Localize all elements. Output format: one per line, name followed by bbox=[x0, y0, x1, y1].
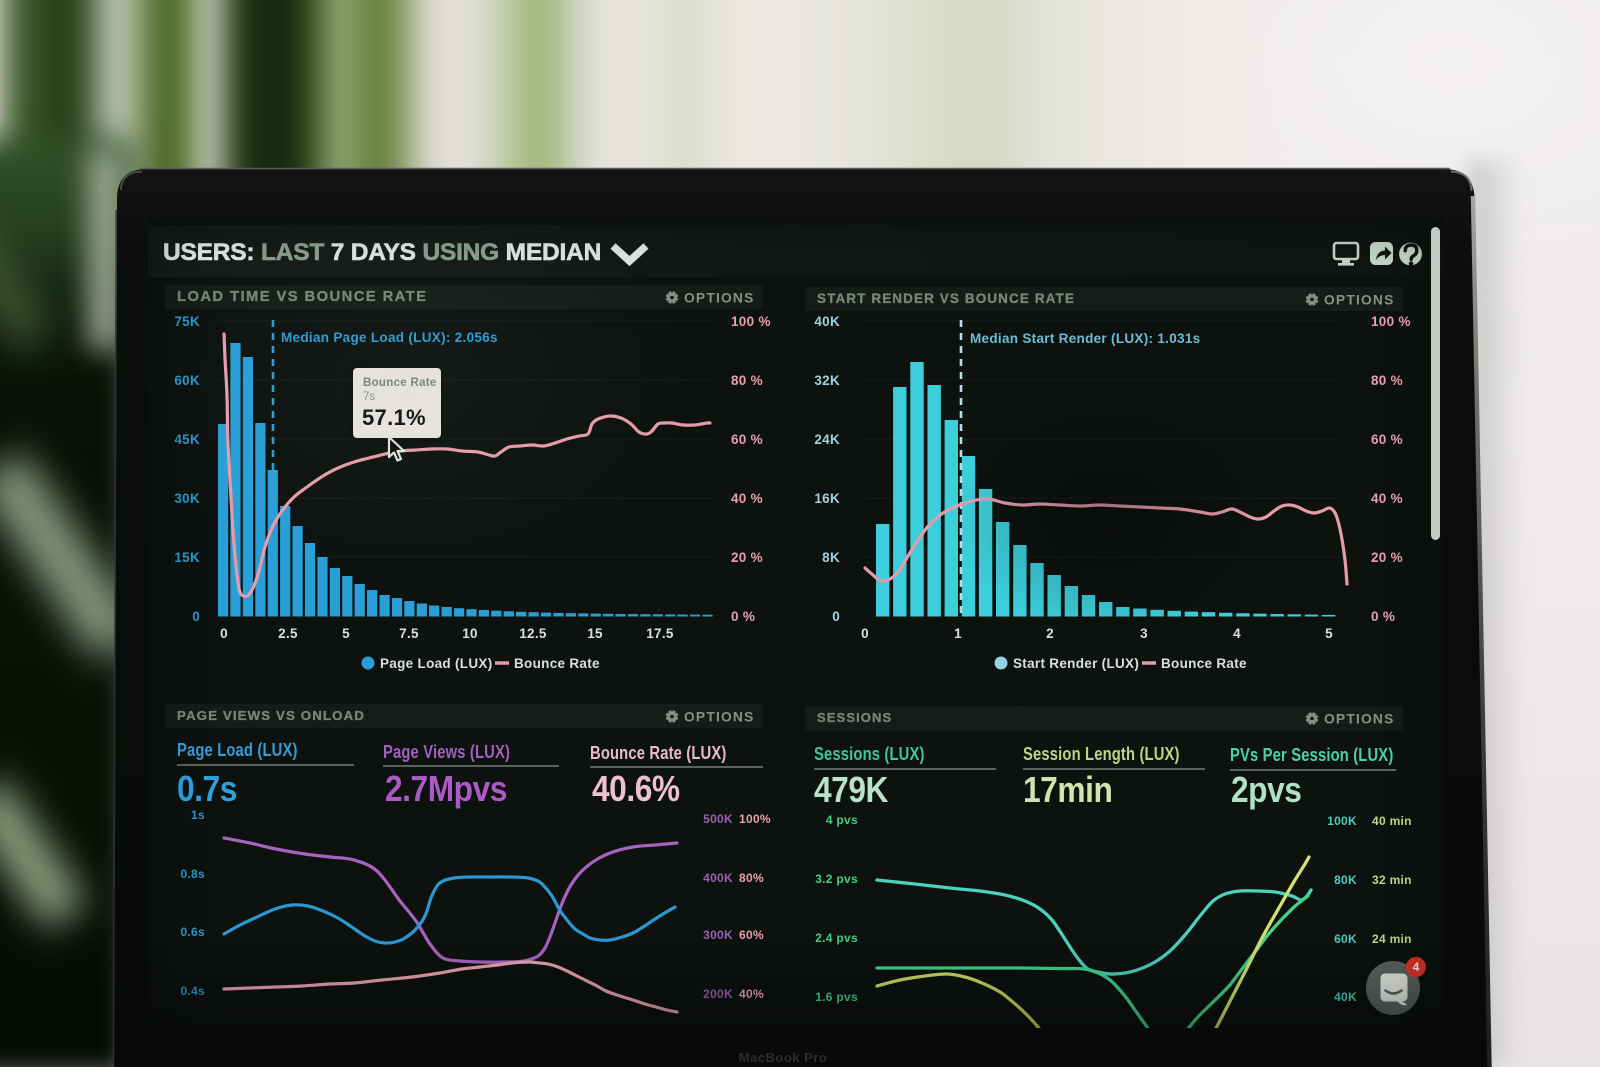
svg-text:7.5: 7.5 bbox=[399, 626, 419, 641]
svg-text:MacBook Pro: MacBook Pro bbox=[739, 1050, 828, 1065]
svg-text:16K: 16K bbox=[814, 491, 840, 506]
svg-text:OPTIONS: OPTIONS bbox=[1324, 712, 1395, 727]
svg-text:40 %: 40 % bbox=[731, 491, 763, 506]
svg-text:8K: 8K bbox=[822, 550, 840, 565]
svg-text:15K: 15K bbox=[174, 550, 200, 565]
svg-text:17.5: 17.5 bbox=[646, 626, 674, 641]
svg-text:Bounce Rate: Bounce Rate bbox=[514, 656, 600, 671]
svg-text:500K: 500K bbox=[703, 812, 733, 826]
svg-text:100%: 100% bbox=[739, 812, 771, 826]
svg-text:40K: 40K bbox=[1334, 990, 1357, 1004]
svg-text:400K: 400K bbox=[703, 871, 733, 885]
svg-text:5: 5 bbox=[1325, 626, 1333, 641]
svg-text:75K: 75K bbox=[174, 314, 200, 329]
svg-text:OPTIONS: OPTIONS bbox=[684, 710, 755, 725]
svg-text:15: 15 bbox=[587, 626, 603, 641]
svg-text:45K: 45K bbox=[174, 432, 200, 447]
svg-text:1: 1 bbox=[954, 626, 962, 641]
svg-text:0: 0 bbox=[861, 626, 869, 641]
svg-text:12.5: 12.5 bbox=[519, 626, 547, 641]
svg-text:60 %: 60 % bbox=[1371, 432, 1403, 447]
svg-text:1s: 1s bbox=[191, 808, 205, 822]
svg-text:0.6s: 0.6s bbox=[180, 925, 205, 939]
svg-text:3.2 pvs: 3.2 pvs bbox=[815, 872, 858, 886]
svg-text:60K: 60K bbox=[1334, 932, 1357, 946]
svg-text:24 min: 24 min bbox=[1372, 932, 1412, 946]
svg-text:10: 10 bbox=[462, 626, 478, 641]
svg-text:3: 3 bbox=[1140, 626, 1148, 641]
svg-text:32K: 32K bbox=[814, 373, 840, 388]
svg-text:0.8s: 0.8s bbox=[180, 867, 205, 881]
svg-text:4 pvs: 4 pvs bbox=[826, 813, 858, 827]
svg-text:OPTIONS: OPTIONS bbox=[684, 291, 755, 306]
svg-text:4: 4 bbox=[1233, 626, 1241, 641]
svg-text:2: 2 bbox=[1046, 626, 1054, 641]
svg-text:OPTIONS: OPTIONS bbox=[1324, 293, 1395, 308]
svg-text:60 %: 60 % bbox=[731, 432, 763, 447]
svg-text:Start Render (LUX): Start Render (LUX) bbox=[1013, 656, 1139, 671]
svg-text:5: 5 bbox=[342, 626, 350, 641]
svg-text:Median Page Load (LUX): 2.056s: Median Page Load (LUX): 2.056s bbox=[281, 330, 498, 345]
svg-text:40 %: 40 % bbox=[1371, 491, 1403, 506]
svg-text:0 %: 0 % bbox=[1371, 609, 1395, 624]
svg-text:1.6 pvs: 1.6 pvs bbox=[815, 990, 858, 1004]
svg-text:300K: 300K bbox=[703, 928, 733, 942]
svg-text:0: 0 bbox=[220, 626, 228, 641]
svg-text:0.4s: 0.4s bbox=[180, 984, 205, 998]
svg-text:80 %: 80 % bbox=[731, 373, 763, 388]
svg-text:100 %: 100 % bbox=[731, 314, 771, 329]
svg-text:80%: 80% bbox=[739, 871, 764, 885]
svg-text:32 min: 32 min bbox=[1372, 873, 1412, 887]
svg-text:0: 0 bbox=[192, 609, 200, 624]
svg-text:Median Start Render (LUX): 1.0: Median Start Render (LUX): 1.031s bbox=[970, 331, 1200, 346]
svg-text:24K: 24K bbox=[814, 432, 840, 447]
svg-text:20 %: 20 % bbox=[1371, 550, 1403, 565]
svg-text:30K: 30K bbox=[174, 491, 200, 506]
svg-text:80K: 80K bbox=[1334, 873, 1357, 887]
svg-text:0 %: 0 % bbox=[731, 609, 755, 624]
svg-text:2.4 pvs: 2.4 pvs bbox=[815, 931, 858, 945]
svg-text:60%: 60% bbox=[739, 928, 764, 942]
svg-text:40K: 40K bbox=[814, 314, 840, 329]
svg-text:60K: 60K bbox=[174, 373, 200, 388]
svg-text:40%: 40% bbox=[739, 987, 764, 1001]
svg-text:80 %: 80 % bbox=[1371, 373, 1403, 388]
svg-text:Bounce Rate: Bounce Rate bbox=[1161, 656, 1247, 671]
svg-text:20 %: 20 % bbox=[731, 550, 763, 565]
svg-text:Page Load (LUX): Page Load (LUX) bbox=[380, 656, 493, 671]
svg-text:100 %: 100 % bbox=[1371, 314, 1411, 329]
svg-text:0: 0 bbox=[832, 609, 840, 624]
svg-text:2.5: 2.5 bbox=[278, 626, 298, 641]
svg-text:40 min: 40 min bbox=[1372, 814, 1412, 828]
svg-text:100K: 100K bbox=[1327, 814, 1357, 828]
svg-text:200K: 200K bbox=[703, 987, 733, 1001]
